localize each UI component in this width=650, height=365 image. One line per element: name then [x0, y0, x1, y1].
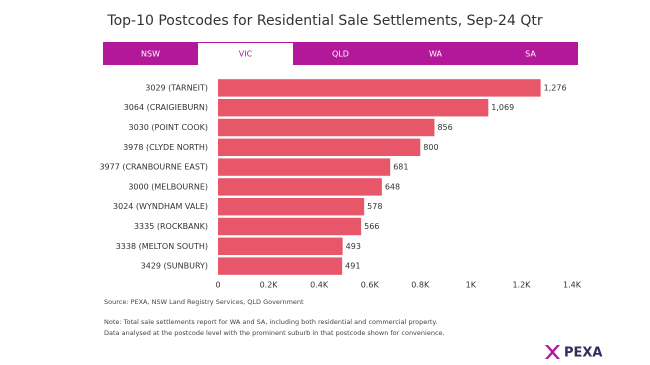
y-tick-label: 3029 (TARNEIT): [145, 83, 208, 92]
bar: [218, 178, 382, 196]
tab[interactable]: VIC: [239, 50, 253, 59]
data-label: 681: [393, 163, 408, 172]
bar: [218, 98, 489, 117]
bar: [218, 197, 365, 216]
bar: [218, 257, 343, 275]
x-tick-label: 1.4K: [563, 281, 582, 290]
data-label: 1,276: [544, 83, 567, 92]
data-label: 493: [346, 242, 361, 251]
source: Source: PEXA, NSW Land Registry Services…: [104, 298, 304, 306]
x-tick-label: 0.2K: [260, 281, 279, 290]
bar: [218, 138, 421, 157]
x-tick-label: 1K: [466, 281, 477, 290]
note: Data analysed at the postcode level with…: [104, 329, 445, 337]
plot: 0 0.2K 0.4K 0.6K 0.8K 1K 1.2K 1.4K 3029 (TARNEIT…: [99, 79, 582, 290]
bar: [218, 158, 391, 176]
y-tick-label: 3064 (CRAIGIEBURN): [124, 103, 208, 112]
tab-active[interactable]: [198, 43, 293, 65]
x-tick-label: 0.4K: [310, 281, 329, 290]
tabs: NSW VIC QLD WA SA: [141, 43, 536, 65]
bar: [218, 79, 541, 97]
y-tick-label: 3000 (MELBOURNE): [128, 182, 208, 191]
data-label: 648: [385, 182, 400, 191]
logo: PEXA: [564, 346, 603, 361]
data-label: 800: [423, 143, 438, 152]
y-tick-label: 3030 (POINT COOK): [129, 123, 208, 132]
x-tick-label: 0.8K: [411, 281, 430, 290]
bar: [218, 118, 435, 137]
data-label: 856: [437, 123, 452, 132]
y-tick-label: 3338 (MELTON SOUTH): [116, 242, 208, 251]
x-tick-label: 0.6K: [361, 281, 380, 290]
bar: [218, 217, 362, 236]
data-label: 578: [367, 202, 382, 211]
y-tick-label: 3024 (WYNDHAM VALE): [113, 202, 208, 211]
tab[interactable]: WA: [429, 50, 442, 59]
tab[interactable]: QLD: [332, 50, 349, 59]
logo-mark: [545, 345, 560, 359]
tab[interactable]: NSW: [141, 50, 160, 59]
bar: [218, 237, 343, 256]
data-label: 1,069: [491, 103, 514, 112]
chart-title: Top-10 Postcodes for Residential Sale Se…: [106, 13, 542, 29]
y-tick-label: 3977 (CRANBOURNE EAST): [99, 163, 208, 172]
y-tick-label: 3429 (SUNBURY): [141, 262, 208, 271]
x-tick-label: 0: [215, 281, 220, 290]
x-tick-label: 1.2K: [512, 281, 531, 290]
data-label: 566: [364, 222, 379, 231]
y-tick-label: 3978 (CLYDE NORTH): [123, 143, 208, 152]
note: Note: Total sale settlements report for …: [104, 318, 437, 326]
y-tick-label: 3335 (ROCKBANK): [134, 222, 208, 231]
data-label: 491: [345, 262, 360, 271]
tab[interactable]: SA: [525, 50, 536, 59]
